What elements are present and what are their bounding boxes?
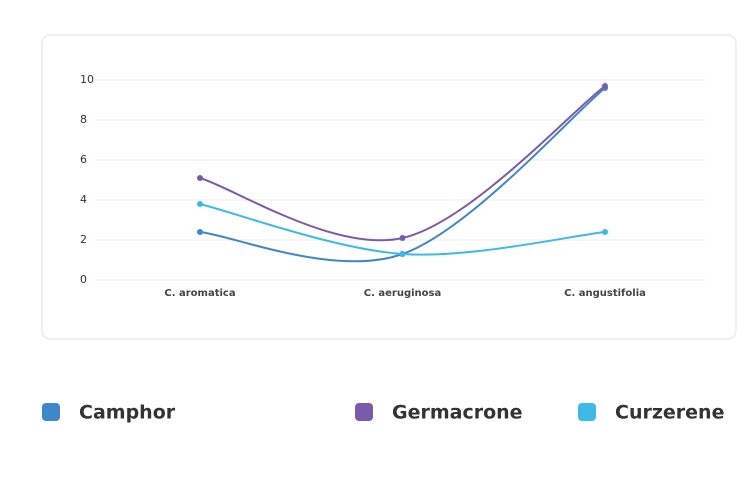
legend-label[interactable]: Camphor bbox=[79, 402, 176, 424]
point bbox=[399, 251, 406, 257]
point bbox=[197, 175, 203, 181]
x-tick-label: C. angustifolia bbox=[564, 288, 646, 299]
y-tick-label: 10 bbox=[80, 73, 94, 86]
legend-label[interactable]: Curzerene bbox=[615, 402, 724, 424]
point bbox=[602, 229, 608, 235]
point bbox=[197, 201, 203, 207]
y-tick-label: 8 bbox=[80, 113, 87, 126]
legend-label[interactable]: Germacrone bbox=[392, 402, 523, 424]
y-tick-label: 2 bbox=[80, 233, 87, 246]
y-tick-label: 6 bbox=[80, 153, 87, 166]
x-tick-label: C. aromatica bbox=[164, 288, 235, 299]
y-tick-label: 4 bbox=[80, 193, 87, 206]
point bbox=[399, 235, 406, 241]
legend-swatch[interactable] bbox=[578, 403, 596, 421]
legend-swatch[interactable] bbox=[355, 403, 373, 421]
chart-card bbox=[41, 34, 737, 340]
point bbox=[602, 83, 608, 89]
legend-swatch[interactable] bbox=[42, 403, 60, 421]
point bbox=[197, 229, 203, 235]
x-tick-label: C. aeruginosa bbox=[364, 288, 441, 299]
y-tick-label: 0 bbox=[80, 273, 87, 286]
